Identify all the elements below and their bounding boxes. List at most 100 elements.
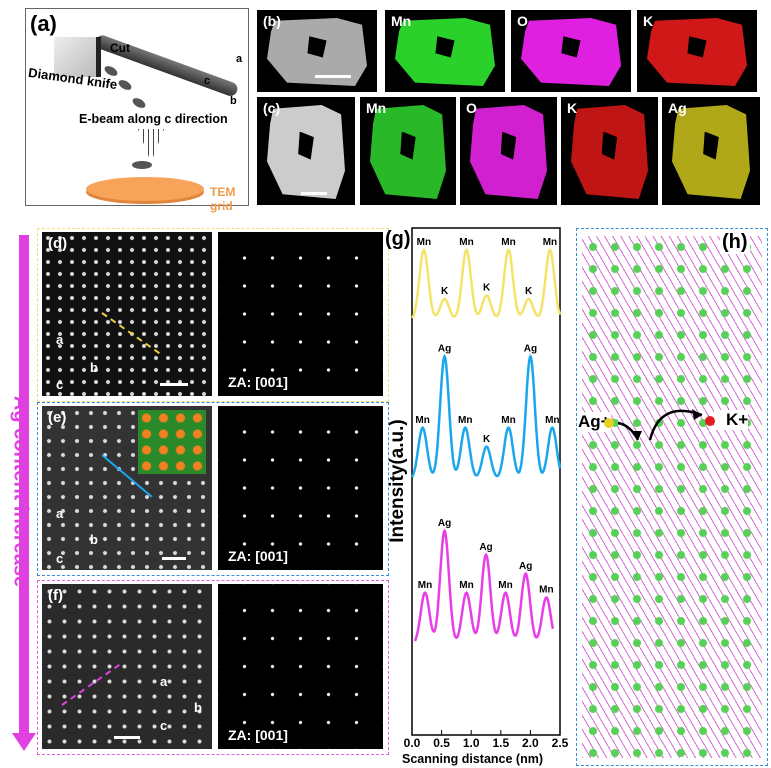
panel-d-box bbox=[37, 228, 389, 402]
peak-label: Mn bbox=[545, 415, 559, 426]
axis-a: a bbox=[160, 674, 168, 689]
panel-h-box bbox=[576, 228, 768, 766]
scale-bar bbox=[162, 557, 186, 560]
peak-label: Mn bbox=[501, 237, 515, 248]
ebeam-rays bbox=[138, 129, 164, 159]
axis-c: c bbox=[56, 377, 64, 392]
diamond-knife-icon bbox=[54, 37, 101, 77]
arrow-head-icon bbox=[12, 733, 36, 751]
cut-label: Cut bbox=[110, 41, 130, 55]
map-label: O bbox=[466, 100, 477, 116]
peak-label: K bbox=[525, 286, 533, 297]
peak-label: Ag bbox=[438, 518, 451, 529]
peak-label: Mn bbox=[418, 580, 432, 591]
map-b-mn: Mn bbox=[385, 10, 505, 92]
x-axis-label: Scanning distance (nm) bbox=[402, 752, 543, 766]
panel-h-label: (h) bbox=[720, 231, 750, 254]
peak-label: K bbox=[441, 286, 449, 297]
axis-a: a bbox=[56, 332, 64, 347]
panel-f-fft: ZA: [001] bbox=[218, 584, 383, 749]
x-tick-label: 2.0 bbox=[522, 736, 539, 750]
line-scan-arrow bbox=[61, 664, 120, 706]
scale-bar bbox=[160, 383, 188, 386]
ag-content-label: Ag content increase bbox=[9, 395, 32, 588]
peak-label: Mn bbox=[498, 580, 512, 591]
zone-axis-label: ZA: [001] bbox=[228, 727, 288, 743]
map-label: Mn bbox=[391, 13, 412, 29]
panel-g-label: (g) bbox=[385, 228, 411, 250]
line-scan-arrow bbox=[101, 312, 160, 354]
slice bbox=[130, 96, 148, 110]
exchange-arrows-icon bbox=[617, 409, 703, 441]
peak-label: Mn bbox=[417, 237, 431, 248]
panel-f-box bbox=[37, 580, 389, 755]
peak-label: K bbox=[483, 283, 491, 294]
crystal-structure bbox=[582, 236, 762, 758]
scale-bar bbox=[114, 736, 140, 739]
axis-c-label: c bbox=[204, 75, 211, 87]
map-c-k: K bbox=[561, 97, 658, 205]
ag-ion-label: Ag+ bbox=[578, 412, 611, 432]
peak-label: Mn bbox=[415, 415, 429, 426]
map-b-k: K bbox=[637, 10, 757, 92]
panel-c-label: (c) bbox=[263, 100, 281, 116]
panel-e-fft: ZA: [001] bbox=[218, 406, 383, 570]
axis-b: b bbox=[90, 532, 98, 547]
peak-label: Mn bbox=[458, 415, 472, 426]
tem-grid-label: TEM grid bbox=[210, 185, 236, 213]
plot-frame bbox=[411, 227, 561, 736]
ebeam-label: E-beam along c direction bbox=[79, 112, 228, 126]
panel-b-haadf: (b) bbox=[257, 10, 377, 92]
scale-bar bbox=[315, 75, 351, 78]
peak-label: Mn bbox=[543, 237, 557, 248]
peak-label: Mn bbox=[459, 237, 473, 248]
k-ion-label: K+ bbox=[714, 410, 749, 430]
panel-e-hrtem: (e) a b c bbox=[42, 406, 212, 570]
axis-a-label: a bbox=[236, 53, 243, 65]
series-line-0 bbox=[411, 248, 562, 319]
map-label: O bbox=[517, 13, 528, 29]
panel-d-fft: ZA: [001] bbox=[218, 232, 383, 396]
peak-label: Ag bbox=[519, 561, 532, 572]
map-b-o: O bbox=[511, 10, 631, 92]
panel-e-label: (e) bbox=[48, 409, 67, 426]
zone-axis-label: ZA: [001] bbox=[228, 374, 288, 390]
peak-label: Ag bbox=[438, 344, 451, 355]
series-line-2 bbox=[413, 528, 555, 642]
peak-label: Ag bbox=[524, 344, 537, 355]
map-c-mn: Mn bbox=[360, 97, 456, 205]
x-tick-label: 2.5 bbox=[552, 736, 569, 750]
axis-c: c bbox=[56, 551, 64, 566]
simulation-inset bbox=[138, 410, 206, 474]
panel-d-hrtem: (d) a b c bbox=[42, 232, 212, 396]
slice bbox=[116, 78, 134, 92]
line-profile-chart: 0.0 0.5 1.0 1.5 2.0 2.5 Mn K Mn K Mn K Mn Mn Ag Mn K Mn Ag… bbox=[404, 227, 569, 750]
panel-d-label: (d) bbox=[48, 235, 68, 252]
x-tick-label: 1.5 bbox=[492, 736, 509, 750]
peak-label: Ag bbox=[479, 542, 492, 553]
map-c-o: O bbox=[460, 97, 557, 205]
peak-label: Mn bbox=[539, 585, 553, 596]
sample-disc bbox=[132, 161, 152, 169]
peak-label: Mn bbox=[501, 415, 515, 426]
peak-label: K bbox=[483, 434, 491, 445]
x-tick-label: 1.0 bbox=[463, 736, 480, 750]
series-line-1 bbox=[410, 353, 562, 478]
ag-ion-icon bbox=[604, 418, 614, 428]
axis-b: b bbox=[194, 700, 202, 715]
axis-c: c bbox=[160, 718, 168, 733]
panel-f-hrtem: (f) a b c bbox=[42, 584, 212, 749]
panel-c-haadf: (c) bbox=[257, 97, 355, 205]
map-label: Mn bbox=[366, 100, 387, 116]
ag-content-arrow bbox=[19, 235, 29, 735]
axis-b-label: b bbox=[230, 95, 237, 107]
panel-f-label: (f) bbox=[48, 587, 63, 604]
k-ion-icon bbox=[705, 416, 715, 426]
panel-a: (a) Cut Diamond knife E-beam along c dir… bbox=[25, 8, 249, 213]
panel-b-label: (b) bbox=[263, 13, 281, 29]
y-axis-label: Intensity(a.u.) bbox=[387, 419, 408, 543]
map-label: Ag bbox=[668, 100, 687, 116]
axis-a: a bbox=[56, 506, 64, 521]
zone-axis-label: ZA: [001] bbox=[228, 548, 288, 564]
map-label: K bbox=[567, 100, 578, 116]
